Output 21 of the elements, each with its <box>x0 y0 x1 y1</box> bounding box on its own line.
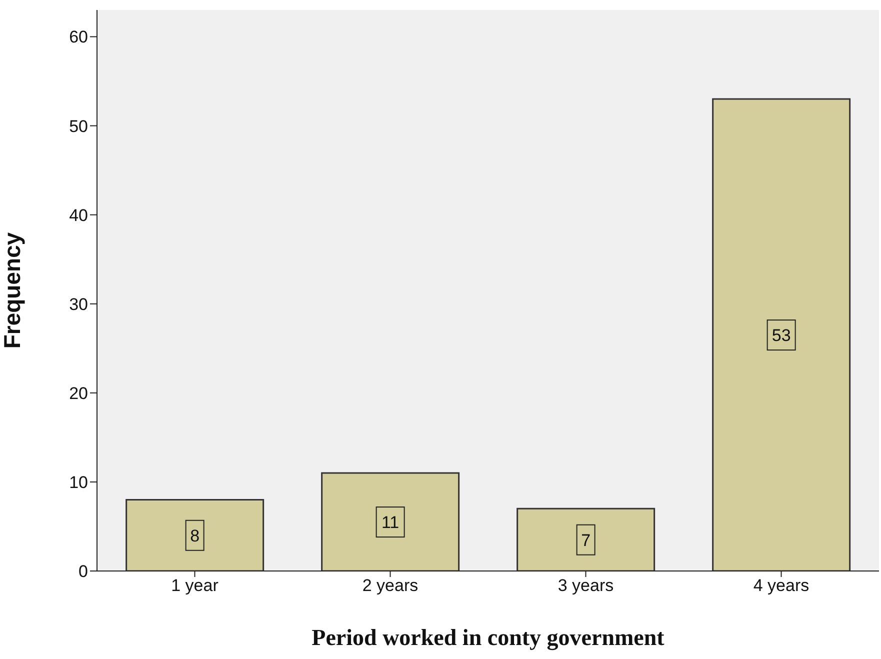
x-axis-title: Period worked in conty government <box>312 625 665 651</box>
data-label: 8 <box>190 526 200 546</box>
data-label: 11 <box>381 513 400 532</box>
y-tick-label: 20 <box>69 384 88 403</box>
y-tick-label: 30 <box>69 294 88 314</box>
y-tick-label: 0 <box>78 562 88 582</box>
x-tick-label: 3 years <box>558 576 614 596</box>
y-tick-label: 50 <box>69 116 88 136</box>
bar <box>712 98 851 571</box>
x-tick-label: 4 years <box>753 576 810 596</box>
bar <box>516 508 656 571</box>
y-tick-label: 40 <box>69 206 88 225</box>
x-tick-label: 2 years <box>362 576 418 596</box>
x-tick-label: 1 year <box>171 576 219 596</box>
bar <box>321 472 460 571</box>
y-tick-label: 60 <box>69 28 88 47</box>
data-label: 53 <box>772 326 791 346</box>
y-tick-label: 10 <box>69 472 88 492</box>
y-axis-title: Frequency <box>0 232 26 349</box>
bar <box>126 499 264 571</box>
data-label: 7 <box>581 530 591 550</box>
